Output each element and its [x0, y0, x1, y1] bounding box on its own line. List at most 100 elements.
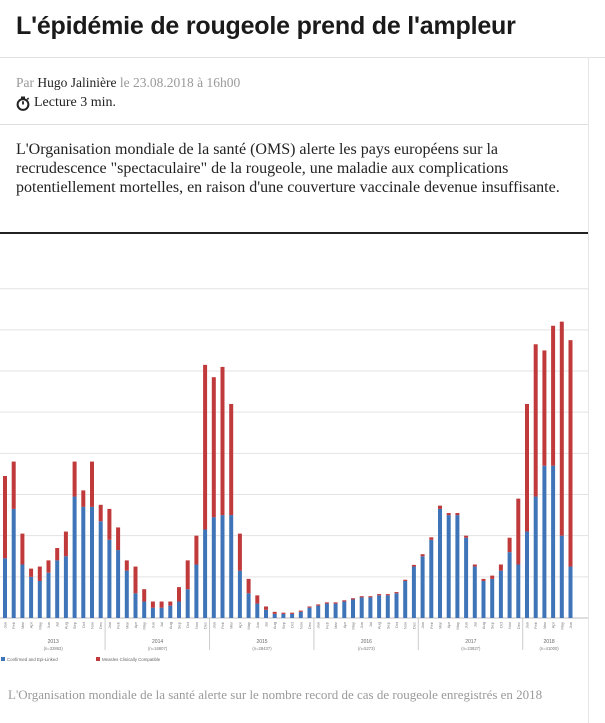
bar-clinical — [203, 364, 208, 530]
bar-clinical — [159, 601, 164, 608]
month-tick-label: Mar — [438, 621, 443, 629]
bar-confirmed — [29, 576, 34, 618]
month-tick-label: Jan — [211, 622, 216, 628]
month-tick-label: Aug — [168, 622, 173, 629]
bar-confirmed — [290, 613, 295, 618]
month-tick-label: Oct — [185, 621, 190, 628]
bar-confirmed — [298, 611, 303, 618]
bar-confirmed — [420, 556, 425, 618]
bar-clinical — [20, 533, 25, 565]
month-tick-label: Nov — [403, 622, 408, 629]
bar-confirmed — [81, 506, 86, 618]
bar-clinical — [403, 579, 408, 581]
bar-confirmed — [307, 607, 312, 618]
bar-confirmed — [394, 593, 399, 618]
bar-clinical — [542, 350, 547, 466]
bar-clinical — [3, 475, 7, 559]
month-tick-label: Apr — [551, 621, 556, 628]
reading-time: Lecture 3 min. — [16, 95, 116, 111]
bar-confirmed — [324, 603, 329, 618]
bar-confirmed — [194, 564, 199, 618]
bar-clinical — [516, 498, 521, 565]
bar-clinical — [272, 611, 277, 614]
bar-clinical — [481, 578, 486, 581]
bar-confirmed — [37, 580, 42, 618]
bar-confirmed — [446, 515, 451, 618]
bar-confirmed — [429, 539, 434, 618]
bar-clinical — [264, 606, 268, 610]
bar-confirmed — [220, 515, 225, 618]
bar-clinical — [568, 340, 573, 567]
bar-clinical — [464, 535, 469, 538]
month-tick-label: Dec — [516, 622, 521, 629]
bar-clinical — [298, 610, 303, 612]
year-total-label: (n=16807) — [148, 646, 168, 651]
bar-clinical — [63, 531, 68, 557]
bar-confirmed — [368, 597, 373, 618]
article-lead: L'Organisation mondiale de la santé (OMS… — [16, 141, 560, 196]
author-link[interactable]: Hugo Jalinière — [37, 75, 117, 90]
month-tick-label: Oct — [81, 621, 86, 628]
month-tick-label: May — [142, 622, 147, 630]
bar-clinical — [55, 548, 60, 561]
bar-confirmed — [516, 564, 521, 618]
month-tick-label: Nov — [298, 622, 303, 629]
bar-confirmed — [359, 597, 364, 618]
bar-clinical — [237, 533, 242, 571]
year-total-label: (n=32863) — [44, 646, 64, 651]
month-tick-label: Jan — [420, 622, 425, 628]
chart-svg: Jan Feb Mar Apr May Jun Jul Aug Sep Oct Nov Dec Jan F… — [0, 288, 588, 662]
bar-confirmed — [542, 465, 547, 618]
bar-clinical — [498, 564, 503, 571]
article-byline: Par Hugo Jalinière le 23.08.2018 à 16h00 — [16, 75, 240, 91]
bar-clinical — [11, 461, 16, 509]
month-tick-label: Sep — [490, 621, 495, 629]
bar-confirmed — [3, 558, 7, 618]
month-tick-label: Jul — [159, 622, 164, 627]
bar-confirmed — [377, 595, 382, 618]
chart-top-rule — [0, 232, 588, 234]
month-tick-label: May — [37, 622, 42, 630]
bar-clinical — [507, 537, 512, 553]
bar-confirmed — [568, 566, 573, 618]
month-tick-label: Feb — [11, 621, 16, 629]
bar-clinical — [142, 589, 147, 602]
bar-confirmed — [316, 605, 321, 618]
month-tick-label: Jul — [264, 622, 269, 627]
month-tick-label: Jun — [46, 622, 51, 628]
bar-clinical — [559, 321, 564, 536]
month-tick-label: Feb — [220, 621, 225, 629]
legend-label-clinical: Measles Clinically Compatible — [102, 657, 161, 662]
month-tick-label: Jan — [525, 622, 530, 628]
year-total-label: (n=5273) — [358, 646, 375, 651]
month-tick-label: Jun — [464, 622, 469, 628]
month-tick-label: Jan — [316, 622, 321, 628]
bar-confirmed — [351, 599, 355, 618]
publish-date: le 23.08.2018 à 16h00 — [119, 75, 241, 90]
bar-confirmed — [411, 566, 416, 618]
month-tick-label: Mar — [229, 621, 234, 629]
bar-clinical — [150, 601, 155, 608]
bar-clinical — [194, 535, 199, 565]
month-tick-label: Aug — [63, 622, 68, 629]
bar-clinical — [394, 592, 399, 594]
bar-clinical — [246, 578, 251, 594]
bar-confirmed — [159, 607, 164, 618]
bar-clinical — [98, 504, 103, 522]
bar-confirmed — [55, 560, 60, 618]
year-total-label: (n=23927) — [461, 646, 481, 651]
bar-clinical — [37, 566, 42, 581]
month-tick-label: Jul — [55, 622, 60, 627]
month-tick-label: Aug — [481, 622, 486, 629]
month-tick-label: Jun — [150, 622, 155, 628]
bar-confirmed — [229, 515, 234, 618]
bar-confirmed — [185, 589, 190, 618]
year-label: 2016 — [361, 639, 372, 645]
month-tick-label: Dec — [307, 622, 312, 629]
month-tick-label: Dec — [411, 622, 416, 629]
legend-label-confirmed: Confirmed and Epi-Linked — [7, 657, 58, 662]
bar-confirmed — [203, 529, 208, 618]
month-tick-label: Oct — [498, 621, 503, 628]
bar-confirmed — [385, 595, 390, 618]
month-tick-label: Nov — [90, 622, 95, 629]
